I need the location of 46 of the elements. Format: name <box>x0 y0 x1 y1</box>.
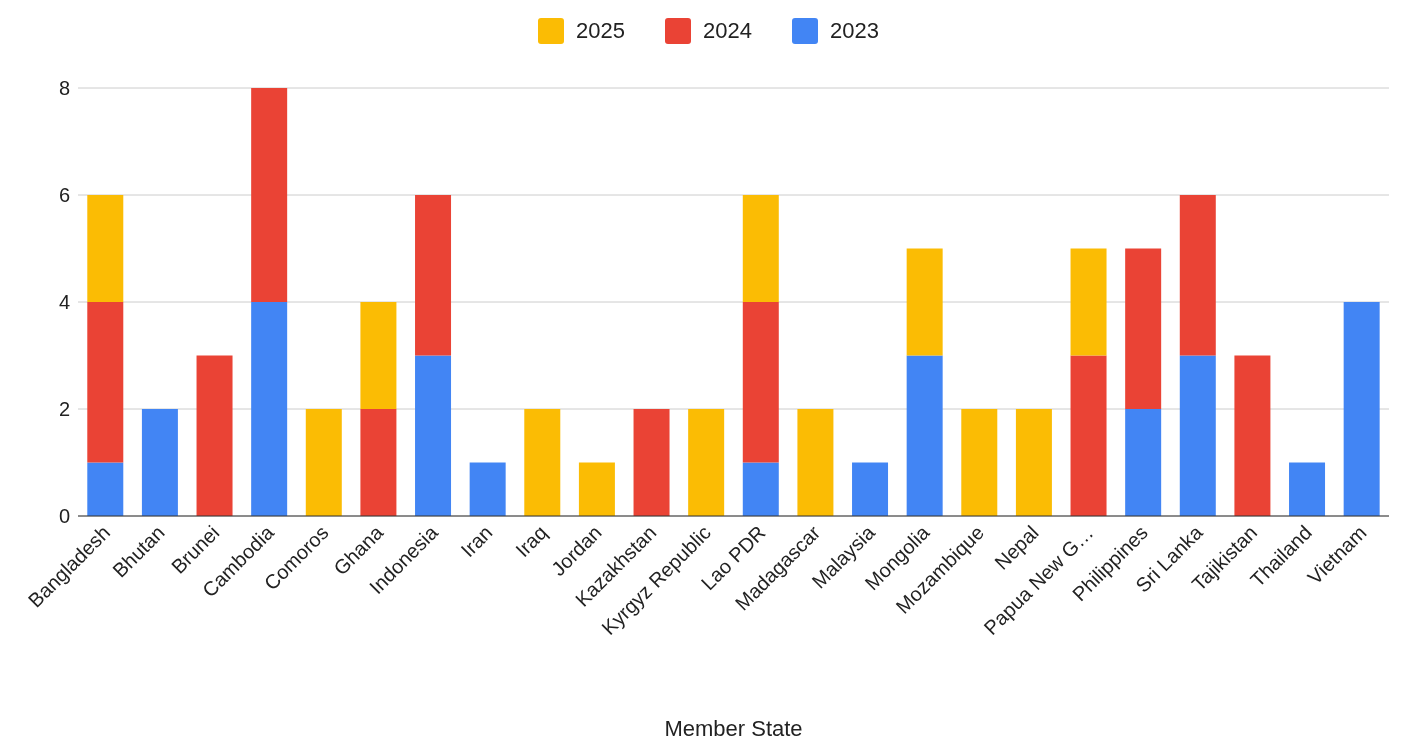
x-axis-title: Member State <box>664 716 803 741</box>
bar <box>196 355 233 516</box>
bar <box>87 302 124 463</box>
bar <box>852 462 889 516</box>
bar <box>633 409 670 516</box>
bar <box>797 409 834 516</box>
bar <box>961 409 998 516</box>
bar <box>578 462 615 516</box>
bar <box>906 355 943 516</box>
legend-label: 2025 <box>576 18 626 44</box>
bar <box>360 409 397 516</box>
bar <box>415 195 452 356</box>
y-tick-label: 4 <box>58 291 70 314</box>
bar <box>1179 355 1216 516</box>
bar <box>742 302 779 463</box>
x-tick-label: Iraq <box>511 521 552 562</box>
bar <box>688 409 725 516</box>
bar <box>1125 409 1162 516</box>
bar <box>742 195 779 302</box>
bar <box>1289 462 1326 516</box>
y-tick-label: 6 <box>58 184 70 207</box>
bar <box>1234 355 1271 516</box>
bar <box>251 88 288 302</box>
bar <box>1015 409 1052 516</box>
y-tick-label: 8 <box>58 77 70 100</box>
x-tick-label: Iran <box>456 521 497 562</box>
bar <box>1070 355 1107 516</box>
bar <box>906 248 943 356</box>
y-tick-label: 0 <box>58 505 70 528</box>
bar <box>141 409 178 516</box>
bar <box>251 302 288 516</box>
legend-label: 2024 <box>703 18 752 44</box>
bar <box>305 409 342 516</box>
y-tick-label: 2 <box>58 398 70 421</box>
legend-label: 2023 <box>829 18 879 44</box>
bar <box>415 355 452 516</box>
bar <box>1070 248 1107 356</box>
bar <box>1343 302 1380 516</box>
bar <box>1125 248 1162 409</box>
bar <box>742 462 779 516</box>
bar <box>1179 195 1216 356</box>
bar <box>87 195 124 302</box>
bar <box>524 409 561 516</box>
bar <box>360 302 397 409</box>
bar <box>87 462 124 516</box>
bar <box>469 462 506 516</box>
